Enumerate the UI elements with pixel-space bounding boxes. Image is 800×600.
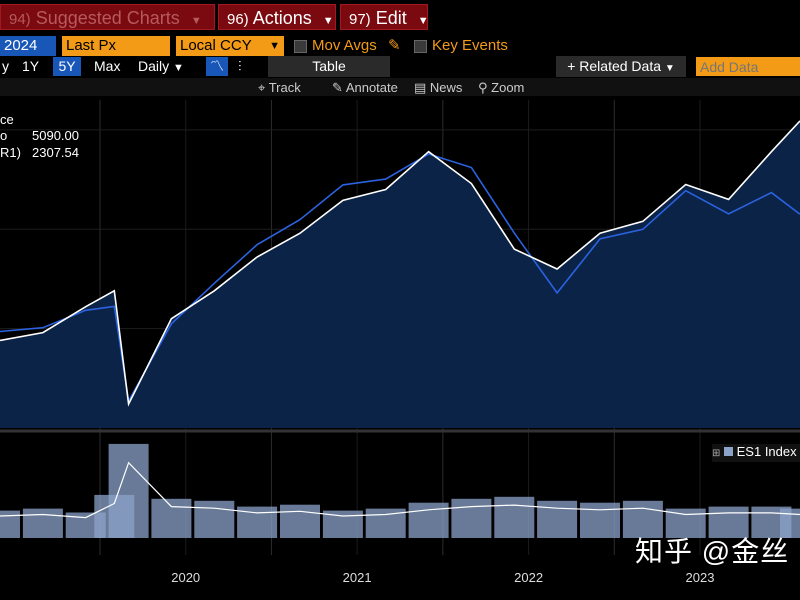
date-field[interactable]: 2024 (0, 36, 56, 56)
series-ratio-line (0, 153, 800, 404)
watermark: 知乎 @金丝 (635, 536, 790, 567)
range-max[interactable]: Max (94, 58, 121, 74)
volume-legend: ⊞ ES1 Index (712, 444, 800, 462)
mov-avgs-checkbox[interactable] (294, 40, 307, 53)
crosshair-icon: ⌖ (258, 80, 266, 95)
volume-bar (108, 443, 149, 538)
related-data-button[interactable]: + Related Data ▼ (556, 56, 686, 77)
volume-bar (622, 500, 663, 538)
pen-icon: ✎ (332, 80, 343, 95)
chevron-down-icon: ▼ (664, 63, 675, 74)
news-tool[interactable]: ▤ News (414, 80, 463, 95)
chevron-down-icon: ▼ (322, 15, 334, 27)
chevron-down-icon: ▼ (190, 15, 202, 27)
annotate-tool[interactable]: ✎ Annotate (332, 80, 398, 95)
ratio-value: 2307.54 (32, 145, 79, 160)
x-tick-label: 2023 (686, 570, 715, 585)
zoom-tool[interactable]: ⚲ Zoom (478, 80, 525, 95)
volume-bar (451, 498, 492, 538)
key-events-label: Key Events (432, 37, 508, 54)
expand-icon[interactable]: ⊞ (712, 448, 721, 459)
bar-chart-icon[interactable]: ⫶ (238, 58, 242, 74)
volume-bars (0, 443, 800, 538)
suggested-charts-button[interactable]: 94) Suggested Charts ▼ (0, 4, 215, 30)
volume-bar (494, 496, 535, 538)
magnifier-icon: ⚲ (478, 80, 488, 95)
key-events-checkbox[interactable] (414, 40, 427, 53)
volume-bar (708, 506, 749, 538)
range-1y[interactable]: 1Y (22, 58, 40, 74)
volume-swatch (724, 447, 734, 456)
mov-avgs-label: Mov Avgs (312, 37, 377, 54)
series-price-line (0, 120, 800, 407)
x-tick-label: 2020 (171, 570, 200, 585)
volume-bar (280, 504, 320, 538)
volume-bar (22, 508, 63, 538)
volume-bar (408, 502, 449, 538)
x-tick-label: 2022 (514, 570, 543, 585)
actions-button[interactable]: 96) Actions ▼ (218, 4, 336, 30)
currency-select[interactable]: Local CCY ▼ (176, 36, 284, 56)
track-tool[interactable]: ⌖ Track (258, 80, 301, 95)
volume-bar (537, 500, 578, 538)
chevron-down-icon: ▼ (269, 40, 280, 52)
price-value: 5090.00 (32, 128, 79, 143)
volume-average-line (0, 461, 800, 519)
line-chart-icon[interactable]: 〽 (206, 57, 228, 76)
edit-button[interactable]: 97) Edit ▼ (340, 4, 429, 30)
table-button[interactable]: Table (268, 56, 390, 77)
volume-bar (194, 500, 235, 538)
legend-row-ratio: R1) 2307.54 (0, 145, 79, 160)
x-axis-labels: 2020 2021 2022 2023 (171, 570, 714, 585)
tools-row (0, 78, 800, 96)
volume-bar (780, 508, 800, 538)
legend-row-price: o 5090.00 (0, 128, 79, 143)
add-data-input[interactable] (696, 57, 800, 76)
price-area (0, 120, 800, 429)
x-tick-label: 2021 (343, 570, 372, 585)
news-icon: ▤ (414, 80, 427, 95)
legend-title: ce (0, 112, 14, 127)
volume-bar (151, 498, 192, 538)
pencil-icon[interactable]: ✎ (388, 37, 401, 54)
volume-bar (580, 502, 620, 538)
range-fragment[interactable]: y (2, 58, 9, 74)
plus-icon: + (567, 58, 576, 74)
range-5y[interactable]: 5Y (53, 57, 81, 76)
field-select[interactable]: Last Px (62, 36, 170, 56)
volume-bar (0, 510, 20, 538)
chevron-down-icon: ▼ (417, 15, 429, 27)
frequency-select[interactable]: Daily ▼ (138, 58, 184, 74)
chevron-down-icon: ▼ (173, 62, 184, 74)
